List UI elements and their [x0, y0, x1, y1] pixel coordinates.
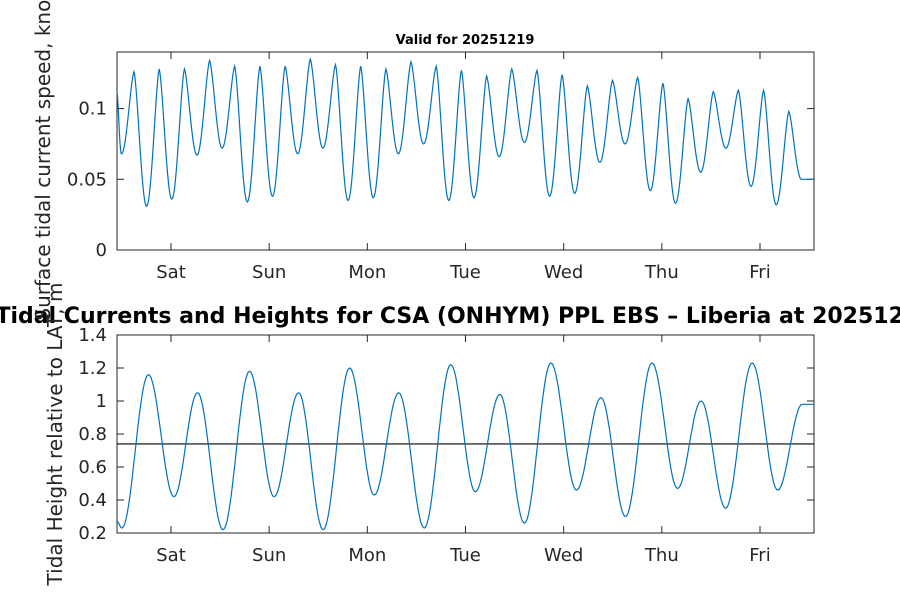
- height-ytick-label: 0.4: [78, 490, 107, 511]
- height-tick-marks: [117, 334, 814, 534]
- height-ytick-label: 0.2: [78, 523, 107, 544]
- height-ytick-label: 1: [96, 391, 107, 412]
- height-xtick-label: Wed: [544, 545, 583, 566]
- height-ytick-label: 1.4: [78, 325, 107, 346]
- height-y-tick-labels: 0.2 0.4 0.6 0.8 1 1.2 1.4: [78, 325, 107, 544]
- height-xtick-label: Sat: [156, 545, 186, 566]
- height-axes: 0.2 0.4 0.6 0.8 1 1.2 1.4 Sat Sun Mon Tue Wed Thu Fr…: [78, 325, 815, 566]
- height-y-axis-label: Tidal Height relative to LAT, m: [43, 283, 67, 587]
- speed-series-line: [116, 56, 814, 208]
- height-xtick-label: Mon: [348, 545, 386, 566]
- speed-xtick-label: Wed: [544, 262, 583, 283]
- height-ytick-label: 0.8: [78, 424, 107, 445]
- height-xtick-label: Fri: [749, 545, 770, 566]
- height-x-tick-labels: Sat Sun Mon Tue Wed Thu Fri: [156, 545, 770, 566]
- height-ytick-label: 1.2: [78, 358, 107, 379]
- speed-xtick-label: Tue: [449, 262, 481, 283]
- speed-y-tick-labels: 0 0.05 0.1: [67, 99, 107, 261]
- speed-xtick-label: Mon: [348, 262, 386, 283]
- speed-tick-marks: [117, 52, 814, 251]
- height-xtick-label: Tue: [449, 545, 481, 566]
- speed-xtick-label: Fri: [749, 262, 770, 283]
- height-xtick-label: Thu: [644, 545, 679, 566]
- speed-ytick-label: 0.1: [78, 99, 107, 120]
- speed-y-axis-label: Surface tidal current speed, knots: [31, 0, 55, 321]
- speed-xtick-label: Sat: [156, 262, 186, 283]
- speed-xtick-label: Thu: [644, 262, 679, 283]
- height-series-line: [117, 362, 814, 531]
- height-plot-area: [116, 334, 815, 534]
- speed-ytick-label: 0.05: [67, 169, 107, 190]
- height-ytick-label: 0.6: [78, 457, 107, 478]
- figure-main-title: Tidal Currents and Heights for CSA (ONHY…: [0, 304, 900, 329]
- speed-chart-title: Valid for 20251219: [396, 33, 535, 48]
- speed-x-tick-labels: Sat Sun Mon Tue Wed Thu Fri: [156, 262, 770, 283]
- speed-axes: Valid for 20251219 0 0.05 0.1 Sat Sun Mon Tue…: [67, 33, 815, 283]
- height-xtick-label: Sun: [252, 545, 286, 566]
- speed-xtick-label: Sun: [252, 262, 286, 283]
- speed-plot-area: [116, 51, 815, 251]
- speed-ytick-label: 0: [96, 240, 107, 261]
